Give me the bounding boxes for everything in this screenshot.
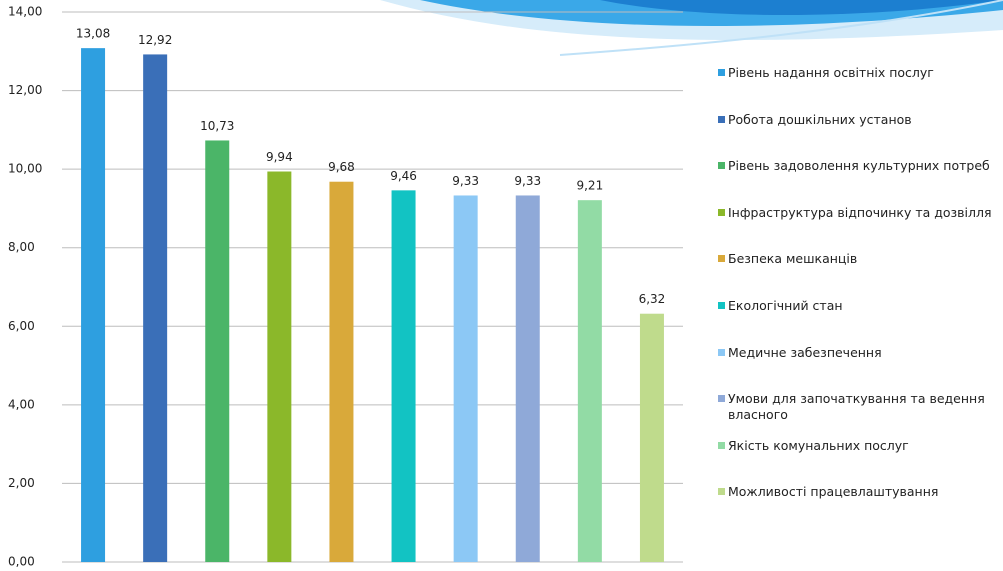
data-label: 10,73 — [200, 119, 234, 133]
legend-label: Безпека мешканців — [728, 251, 858, 267]
data-label: 9,68 — [328, 160, 355, 174]
y-tick-label: 14,00 — [8, 5, 42, 19]
data-label: 9,46 — [390, 169, 417, 183]
legend-swatch — [718, 69, 725, 76]
legend-swatch — [718, 395, 725, 403]
legend-label: Можливості працевлаштування — [728, 484, 939, 500]
decoration — [380, 0, 1003, 56]
legend-swatch — [718, 302, 725, 309]
legend-item: Екологічний стан — [718, 298, 1003, 314]
data-label: 9,21 — [576, 179, 603, 193]
bar — [329, 181, 354, 562]
bar — [453, 195, 478, 562]
bar — [143, 54, 168, 563]
legend-item: Безпека мешканців — [718, 251, 1003, 267]
legend-swatch — [718, 441, 725, 449]
data-label: 13,08 — [76, 27, 110, 41]
bar — [515, 195, 540, 562]
legend-swatch — [718, 115, 725, 123]
data-label: 9,94 — [266, 150, 293, 164]
bar — [205, 140, 230, 562]
data-label: 12,92 — [138, 33, 172, 47]
bar — [639, 313, 664, 562]
data-label: 6,32 — [639, 292, 666, 306]
y-tick-label: 10,00 — [8, 162, 42, 176]
legend-label: Рівень задоволення культурних потреб — [728, 158, 990, 174]
y-tick-label: 8,00 — [8, 240, 35, 254]
legend-label: Рівень надання освітніх послуг — [728, 65, 934, 80]
y-tick-label: 6,00 — [8, 319, 35, 333]
y-tick-label: 12,00 — [8, 83, 42, 97]
legend-label: Медичне забезпечення — [728, 344, 882, 360]
data-label: 9,33 — [452, 174, 479, 188]
legend-swatch — [718, 162, 725, 170]
legend-label: Якість комунальних послуг — [728, 437, 909, 453]
legend-swatch — [718, 488, 725, 496]
y-tick-label: 0,00 — [8, 555, 35, 569]
legend-item: Умови для започаткування та ведення влас… — [718, 391, 1003, 423]
legend-label: Інфраструктура відпочинку та дозвілля — [728, 204, 992, 220]
y-tick-label: 2,00 — [8, 476, 35, 490]
bar — [577, 200, 602, 562]
legend-swatch — [718, 208, 725, 216]
legend-swatch — [718, 348, 725, 356]
legend-item: Медичне забезпечення — [718, 345, 1003, 361]
legend-item: Можливості працевлаштування — [718, 484, 1003, 500]
legend-item: Рівень задоволення культурних потреб — [718, 158, 1003, 174]
y-tick-label: 4,00 — [8, 397, 35, 411]
bar — [391, 190, 416, 562]
legend-swatch — [718, 255, 725, 263]
legend-label: Екологічний стан — [728, 298, 843, 313]
bar — [81, 48, 106, 562]
legend-label: Умови для започаткування та ведення влас… — [728, 391, 985, 423]
legend-item: Рівень надання освітніх послуг — [718, 65, 1003, 81]
legend-label: Робота дошкільних установ — [728, 111, 912, 127]
legend-item: Якість комунальних послуг — [718, 438, 1003, 454]
legend-item: Робота дошкільних установ — [718, 112, 1003, 128]
legend-item: Інфраструктура відпочинку та дозвілля — [718, 205, 1003, 221]
bar — [267, 171, 292, 562]
data-label: 9,33 — [514, 174, 541, 188]
